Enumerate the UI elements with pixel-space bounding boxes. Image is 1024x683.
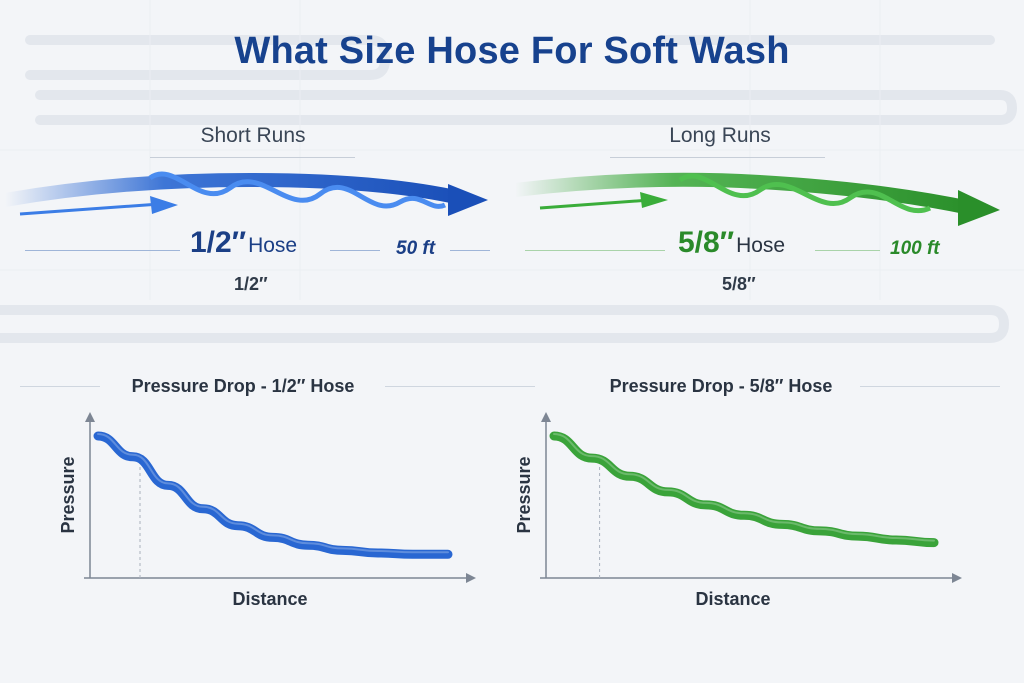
chart-series-highlight — [553, 433, 935, 542]
chart-y-axis-arrow — [541, 412, 551, 422]
right-size-sub: 5/8″ — [722, 274, 756, 294]
chart-series-highlight — [97, 433, 449, 554]
right-size: 5/8″ — [678, 226, 735, 259]
pressure-chart-half-inch: Distance Pressure — [58, 412, 476, 609]
hose-illustrations — [0, 171, 1000, 226]
blue-hose — [0, 171, 488, 216]
chart1-xlabel: Distance — [232, 589, 307, 609]
chart1-title-rule-right — [385, 386, 535, 387]
chart2-title-rule-right — [860, 386, 1000, 387]
chart-x-axis-arrow — [466, 573, 476, 583]
right-size-word: Hose — [736, 234, 786, 257]
left-size-sub: 1/2″ — [234, 274, 268, 294]
chart1-title-rule-left — [20, 386, 100, 387]
page-title: What Size Hose For Soft Wash — [234, 30, 790, 72]
chart2-axes — [540, 412, 962, 583]
short-runs-label: Short Runs — [200, 124, 306, 147]
left-length: 50 ft — [396, 238, 436, 259]
long-runs-label: Long Runs — [669, 124, 771, 147]
chart2-title: Pressure Drop - 5/8″ Hose — [609, 376, 833, 396]
chart2-ylabel: Pressure — [514, 456, 534, 533]
chart2-xlabel: Distance — [695, 589, 770, 609]
chart-series-line — [549, 431, 939, 548]
chart2-series — [549, 431, 939, 548]
chart-y-axis-arrow — [85, 412, 95, 422]
left-rule-1 — [25, 250, 180, 251]
right-rule-1 — [525, 250, 665, 251]
left-rule-3 — [450, 250, 490, 251]
left-size-word: Hose — [248, 234, 298, 257]
chart1-axes — [84, 412, 476, 583]
right-length: 100 ft — [890, 238, 940, 259]
chart1-title: Pressure Drop - 1/2″ Hose — [131, 376, 355, 396]
left-rule-2 — [330, 250, 380, 251]
pressure-chart-five-eighths-inch: Distance Pressure — [514, 412, 962, 609]
chart1-ylabel: Pressure — [58, 456, 78, 533]
right-size-row: 5/8″ Hose — [678, 226, 785, 260]
chart1-series — [93, 431, 453, 559]
left-size: 1/2″ — [190, 226, 247, 259]
green-hose — [508, 172, 1000, 226]
chart-series-line — [93, 431, 453, 559]
left-size-row: 1/2″ Hose — [190, 226, 297, 260]
short-runs-underline — [150, 157, 355, 158]
chart-x-axis-arrow — [952, 573, 962, 583]
long-runs-underline — [610, 157, 825, 158]
right-rule-2 — [815, 250, 880, 251]
